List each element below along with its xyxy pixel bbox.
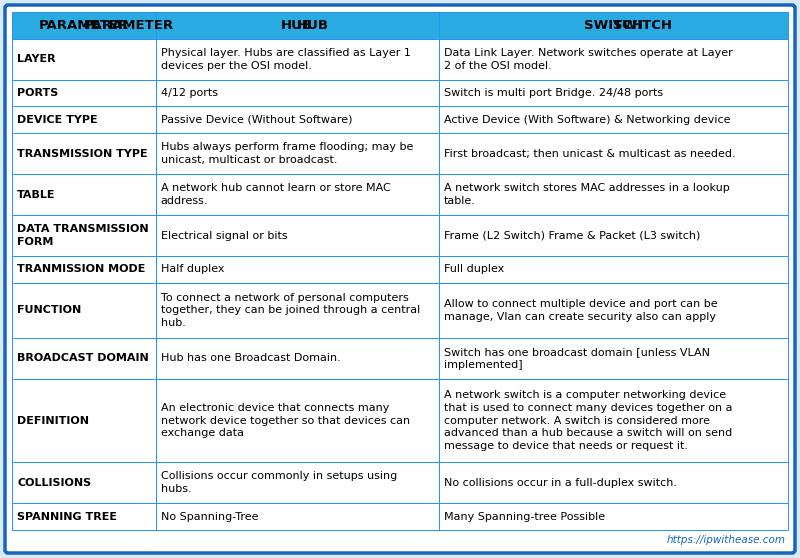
Text: Active Device (With Software) & Networking device: Active Device (With Software) & Networki… <box>444 115 730 125</box>
Bar <box>12 133 155 174</box>
Bar <box>12 283 155 338</box>
Bar <box>12 39 155 80</box>
Bar <box>438 215 788 256</box>
Text: Electrical signal or bits: Electrical signal or bits <box>161 230 287 240</box>
Text: FUNCTION: FUNCTION <box>17 305 82 315</box>
Text: Collisions occur commonly in setups using
hubs.: Collisions occur commonly in setups usin… <box>161 472 397 494</box>
Text: DEFINITION: DEFINITION <box>17 416 89 426</box>
Text: LAYER: LAYER <box>17 54 56 64</box>
Text: Passive Device (Without Software): Passive Device (Without Software) <box>161 115 352 125</box>
Bar <box>155 39 438 80</box>
Text: SWITCH: SWITCH <box>584 19 643 32</box>
Bar <box>438 256 788 283</box>
Text: A network switch stores MAC addresses in a lookup
table.: A network switch stores MAC addresses in… <box>444 183 730 206</box>
Bar <box>155 283 438 338</box>
Bar <box>155 133 438 174</box>
Text: COLLISIONS: COLLISIONS <box>17 478 91 488</box>
Bar <box>155 338 438 379</box>
Bar <box>438 503 788 530</box>
Bar <box>155 462 438 503</box>
Text: A network switch is a computer networking device
that is used to connect many de: A network switch is a computer networkin… <box>444 390 732 451</box>
FancyBboxPatch shape <box>5 5 795 553</box>
Text: Physical layer. Hubs are classified as Layer 1
devices per the OSI model.: Physical layer. Hubs are classified as L… <box>161 48 410 71</box>
Bar <box>438 174 788 215</box>
Text: Allow to connect multiple device and port can be
manage, Vlan can create securit: Allow to connect multiple device and por… <box>444 299 718 322</box>
Text: PORTS: PORTS <box>17 88 58 98</box>
Bar <box>12 174 155 215</box>
Text: https://ipwithease.com: https://ipwithease.com <box>667 535 786 545</box>
Bar <box>155 107 438 133</box>
Bar <box>12 256 155 283</box>
Bar <box>438 39 788 80</box>
Text: DEVICE TYPE: DEVICE TYPE <box>17 115 98 125</box>
Text: TRANSMISSION TYPE: TRANSMISSION TYPE <box>17 148 148 158</box>
Text: To connect a network of personal computers
together, they can be joined through : To connect a network of personal compute… <box>161 292 420 328</box>
Bar <box>438 133 788 174</box>
Text: No collisions occur in a full-duplex switch.: No collisions occur in a full-duplex swi… <box>444 478 677 488</box>
Bar <box>155 12 438 39</box>
Bar <box>155 215 438 256</box>
Bar <box>12 107 155 133</box>
Text: Half duplex: Half duplex <box>161 264 224 275</box>
Bar <box>155 503 438 530</box>
Bar <box>12 80 155 107</box>
Bar <box>12 462 155 503</box>
Text: PARAMETER: PARAMETER <box>38 19 129 32</box>
Text: Switch has one broadcast domain [unless VLAN
implemented]: Switch has one broadcast domain [unless … <box>444 347 710 370</box>
Text: Hubs always perform frame flooding; may be
unicast, multicast or broadcast.: Hubs always perform frame flooding; may … <box>161 142 413 165</box>
Text: TABLE: TABLE <box>17 190 55 200</box>
Text: An electronic device that connects many
network device together so that devices : An electronic device that connects many … <box>161 403 410 439</box>
Bar <box>438 12 788 39</box>
Bar <box>12 379 155 462</box>
Bar <box>438 107 788 133</box>
Bar <box>438 283 788 338</box>
Bar <box>438 338 788 379</box>
Text: TRANMISSION MODE: TRANMISSION MODE <box>17 264 146 275</box>
Text: Many Spanning-tree Possible: Many Spanning-tree Possible <box>444 512 605 522</box>
Bar <box>12 338 155 379</box>
Bar <box>438 80 788 107</box>
Bar <box>155 174 438 215</box>
Text: DATA TRANSMISSION
FORM: DATA TRANSMISSION FORM <box>17 224 149 247</box>
Text: HUB: HUB <box>281 19 313 32</box>
Text: BROADCAST DOMAIN: BROADCAST DOMAIN <box>17 353 149 363</box>
Text: PARAMETER: PARAMETER <box>84 19 174 32</box>
Text: Switch is multi port Bridge. 24/48 ports: Switch is multi port Bridge. 24/48 ports <box>444 88 663 98</box>
Bar <box>438 462 788 503</box>
Bar <box>438 379 788 462</box>
Text: Hub has one Broadcast Domain.: Hub has one Broadcast Domain. <box>161 353 340 363</box>
Bar <box>155 80 438 107</box>
Text: Full duplex: Full duplex <box>444 264 504 275</box>
Text: No Spanning-Tree: No Spanning-Tree <box>161 512 258 522</box>
Text: SPANNING TREE: SPANNING TREE <box>17 512 117 522</box>
Text: Data Link Layer. Network switches operate at Layer
2 of the OSI model.: Data Link Layer. Network switches operat… <box>444 48 733 71</box>
Text: 4/12 ports: 4/12 ports <box>161 88 218 98</box>
Bar <box>12 215 155 256</box>
Text: HUB: HUB <box>297 19 329 32</box>
Bar <box>155 256 438 283</box>
Bar <box>12 12 155 39</box>
Text: First broadcast; then unicast & multicast as needed.: First broadcast; then unicast & multicas… <box>444 148 735 158</box>
Text: A network hub cannot learn or store MAC
address.: A network hub cannot learn or store MAC … <box>161 183 390 206</box>
Text: SWITCH: SWITCH <box>614 19 672 32</box>
Bar <box>12 503 155 530</box>
Bar <box>155 379 438 462</box>
Text: Frame (L2 Switch) Frame & Packet (L3 switch): Frame (L2 Switch) Frame & Packet (L3 swi… <box>444 230 700 240</box>
